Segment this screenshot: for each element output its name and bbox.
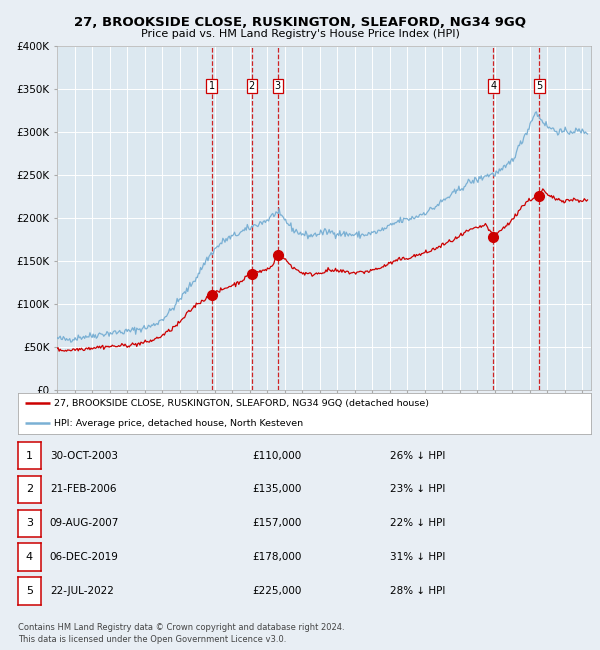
Text: 23% ↓ HPI: 23% ↓ HPI	[390, 484, 445, 495]
Text: £135,000: £135,000	[252, 484, 301, 495]
Text: 09-AUG-2007: 09-AUG-2007	[50, 518, 119, 528]
Text: 1: 1	[26, 450, 33, 461]
Text: 22-JUL-2022: 22-JUL-2022	[50, 586, 113, 596]
Text: 21-FEB-2006: 21-FEB-2006	[50, 484, 116, 495]
Text: 31% ↓ HPI: 31% ↓ HPI	[390, 552, 445, 562]
Text: £157,000: £157,000	[252, 518, 301, 528]
Text: 1: 1	[209, 81, 215, 91]
Text: 2: 2	[249, 81, 255, 91]
Text: 4: 4	[490, 81, 496, 91]
Text: 5: 5	[536, 81, 542, 91]
Text: 06-DEC-2019: 06-DEC-2019	[50, 552, 119, 562]
Text: 27, BROOKSIDE CLOSE, RUSKINGTON, SLEAFORD, NG34 9GQ (detached house): 27, BROOKSIDE CLOSE, RUSKINGTON, SLEAFOR…	[53, 399, 428, 408]
Text: 3: 3	[275, 81, 281, 91]
Text: Contains HM Land Registry data © Crown copyright and database right 2024.: Contains HM Land Registry data © Crown c…	[18, 623, 344, 632]
Text: £110,000: £110,000	[252, 450, 301, 461]
Text: HPI: Average price, detached house, North Kesteven: HPI: Average price, detached house, Nort…	[53, 419, 302, 428]
Text: 27, BROOKSIDE CLOSE, RUSKINGTON, SLEAFORD, NG34 9GQ: 27, BROOKSIDE CLOSE, RUSKINGTON, SLEAFOR…	[74, 16, 526, 29]
Text: Price paid vs. HM Land Registry's House Price Index (HPI): Price paid vs. HM Land Registry's House …	[140, 29, 460, 39]
Text: This data is licensed under the Open Government Licence v3.0.: This data is licensed under the Open Gov…	[18, 634, 286, 644]
Text: 22% ↓ HPI: 22% ↓ HPI	[390, 518, 445, 528]
Text: 5: 5	[26, 586, 33, 596]
Text: 30-OCT-2003: 30-OCT-2003	[50, 450, 118, 461]
Text: 26% ↓ HPI: 26% ↓ HPI	[390, 450, 445, 461]
Text: 3: 3	[26, 518, 33, 528]
Text: £225,000: £225,000	[252, 586, 301, 596]
Text: 2: 2	[26, 484, 33, 495]
Text: £178,000: £178,000	[252, 552, 301, 562]
Text: 4: 4	[26, 552, 33, 562]
Text: 28% ↓ HPI: 28% ↓ HPI	[390, 586, 445, 596]
